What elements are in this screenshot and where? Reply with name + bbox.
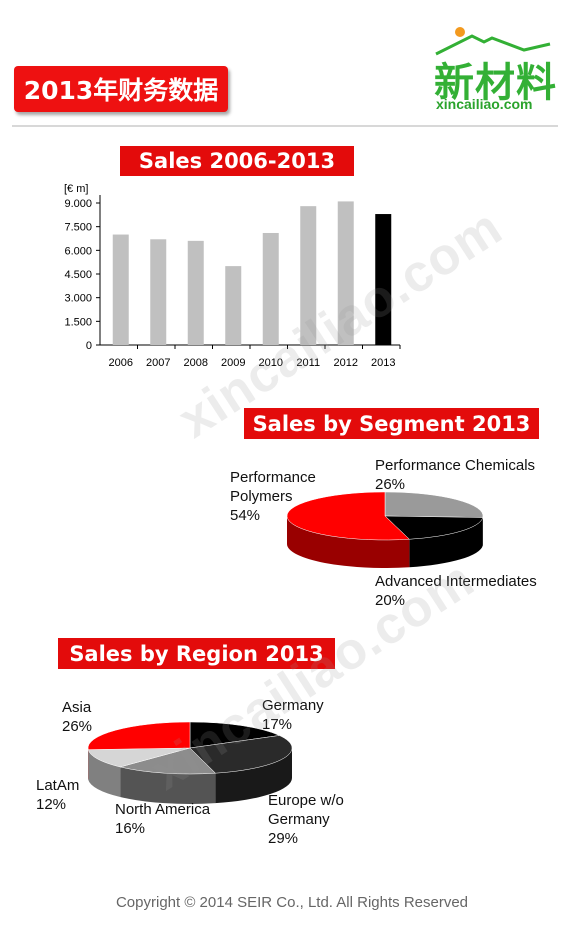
x-tick-label: 2012	[334, 357, 358, 369]
sales-bar-chart: [€ m] 0 1.500 3.000 4.500 6.000 7.500 9.000 2006…	[64, 183, 401, 369]
segment-label-intermediates: Advanced Intermediates 20%	[375, 573, 537, 609]
bar-2011	[300, 206, 317, 345]
region-slice-side	[88, 749, 121, 797]
region-slice-europe-w-o-germany	[189, 735, 293, 774]
house-roof-icon	[435, 27, 551, 56]
region-label-asia: Asia 26%	[62, 699, 93, 735]
chart-title-sales: Sales 2006-2013	[120, 146, 354, 176]
segment-slice-side	[409, 517, 483, 568]
y-tick-label: 1.500	[64, 316, 92, 328]
segment-slice-performance-polymers	[286, 491, 410, 541]
page-title: 2013年财务数据	[14, 66, 228, 112]
x-tick-label: 2006	[109, 357, 133, 369]
y-tick-label: 4.500	[64, 269, 92, 281]
bar-2013	[375, 214, 392, 345]
y-tick-label: 9.000	[64, 198, 92, 210]
region-label-europe: Europe w/o Germany 29%	[268, 792, 344, 847]
site-logo: 新材料 xincailiao.com	[432, 24, 568, 114]
x-tick-label: 2007	[146, 357, 170, 369]
segment-label-chemicals: Performance Chemicals 26%	[375, 457, 536, 493]
segment-slice-performance-chemicals	[384, 491, 484, 518]
chart-title-region: Sales by Region 2013	[58, 638, 335, 669]
region-label-north-america: North America 16%	[115, 801, 211, 837]
segment-slice-side	[287, 516, 410, 568]
region-slice-latam	[87, 747, 191, 768]
bar-2007	[150, 239, 167, 345]
bar-2012	[337, 201, 354, 345]
segment-label-polymers: Performance Polymers 54%	[230, 469, 316, 524]
region-label-germany: Germany 17%	[262, 697, 324, 733]
bar-2006	[112, 234, 129, 345]
region-slice-side	[215, 748, 292, 804]
region-label-latam: LatAm 12%	[36, 777, 80, 813]
region-slice-north-america	[120, 747, 216, 775]
y-tick-label: 7.500	[64, 222, 92, 234]
logo-domain: xincailiao.com	[436, 96, 533, 112]
bar-2008	[187, 240, 204, 345]
chart-title-segment: Sales by Segment 2013	[244, 408, 539, 439]
x-tick-label: 2008	[184, 357, 208, 369]
region-slice-side	[120, 766, 216, 804]
y-tick-label: 6.000	[64, 245, 92, 257]
region-slice-asia	[87, 721, 191, 750]
segment-pie-chart	[286, 491, 484, 568]
region-pie-chart	[87, 721, 293, 804]
x-tick-label: 2013	[371, 357, 395, 369]
y-tick-label: 3.000	[64, 293, 92, 305]
x-tick-label: 2010	[259, 357, 283, 369]
y-tick-label: 0	[86, 340, 92, 352]
region-slice-germany	[189, 721, 281, 749]
x-tick-label: 2009	[221, 357, 245, 369]
bar-2009	[225, 266, 242, 345]
sun-icon	[455, 27, 465, 37]
y-axis-label: [€ m]	[64, 183, 88, 195]
copyright-footer: Copyright © 2014 SEIR Co., Ltd. All Righ…	[115, 894, 469, 911]
x-tick-label: 2011	[296, 357, 320, 369]
watermark-2: xincailiao.com	[140, 550, 485, 802]
header-divider	[12, 125, 558, 127]
logo-text: 新材料	[434, 60, 557, 106]
bar-2010	[262, 232, 279, 345]
segment-slice-advanced-intermediates	[384, 515, 484, 540]
